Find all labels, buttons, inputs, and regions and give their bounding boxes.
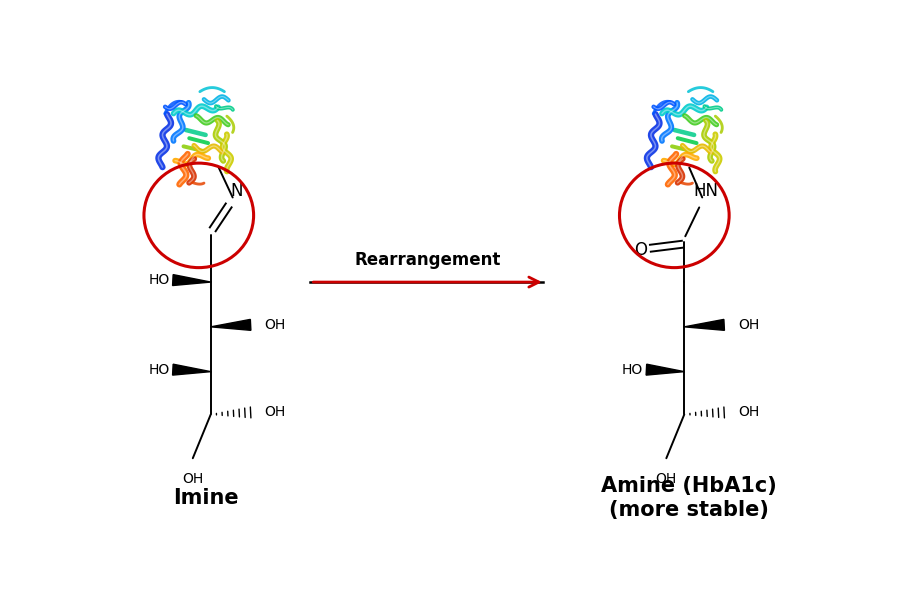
Text: OH: OH <box>264 318 286 332</box>
Text: HN: HN <box>694 182 719 201</box>
Text: HO: HO <box>148 363 170 377</box>
Text: O: O <box>634 241 647 259</box>
Polygon shape <box>685 320 724 330</box>
Text: OH: OH <box>738 318 759 332</box>
Text: OH: OH <box>264 406 286 420</box>
Polygon shape <box>211 320 251 330</box>
Text: Rearrangement: Rearrangement <box>354 251 501 269</box>
Text: OH: OH <box>182 472 204 486</box>
Text: Imine: Imine <box>173 488 238 508</box>
Polygon shape <box>646 364 685 375</box>
Text: OH: OH <box>656 472 677 486</box>
Polygon shape <box>172 364 211 375</box>
Text: N: N <box>230 182 243 201</box>
Text: HO: HO <box>621 363 643 377</box>
Text: HO: HO <box>148 273 170 287</box>
Text: OH: OH <box>738 406 759 420</box>
Polygon shape <box>172 275 211 285</box>
Text: Amine (HbA1c)
(more stable): Amine (HbA1c) (more stable) <box>602 475 778 520</box>
